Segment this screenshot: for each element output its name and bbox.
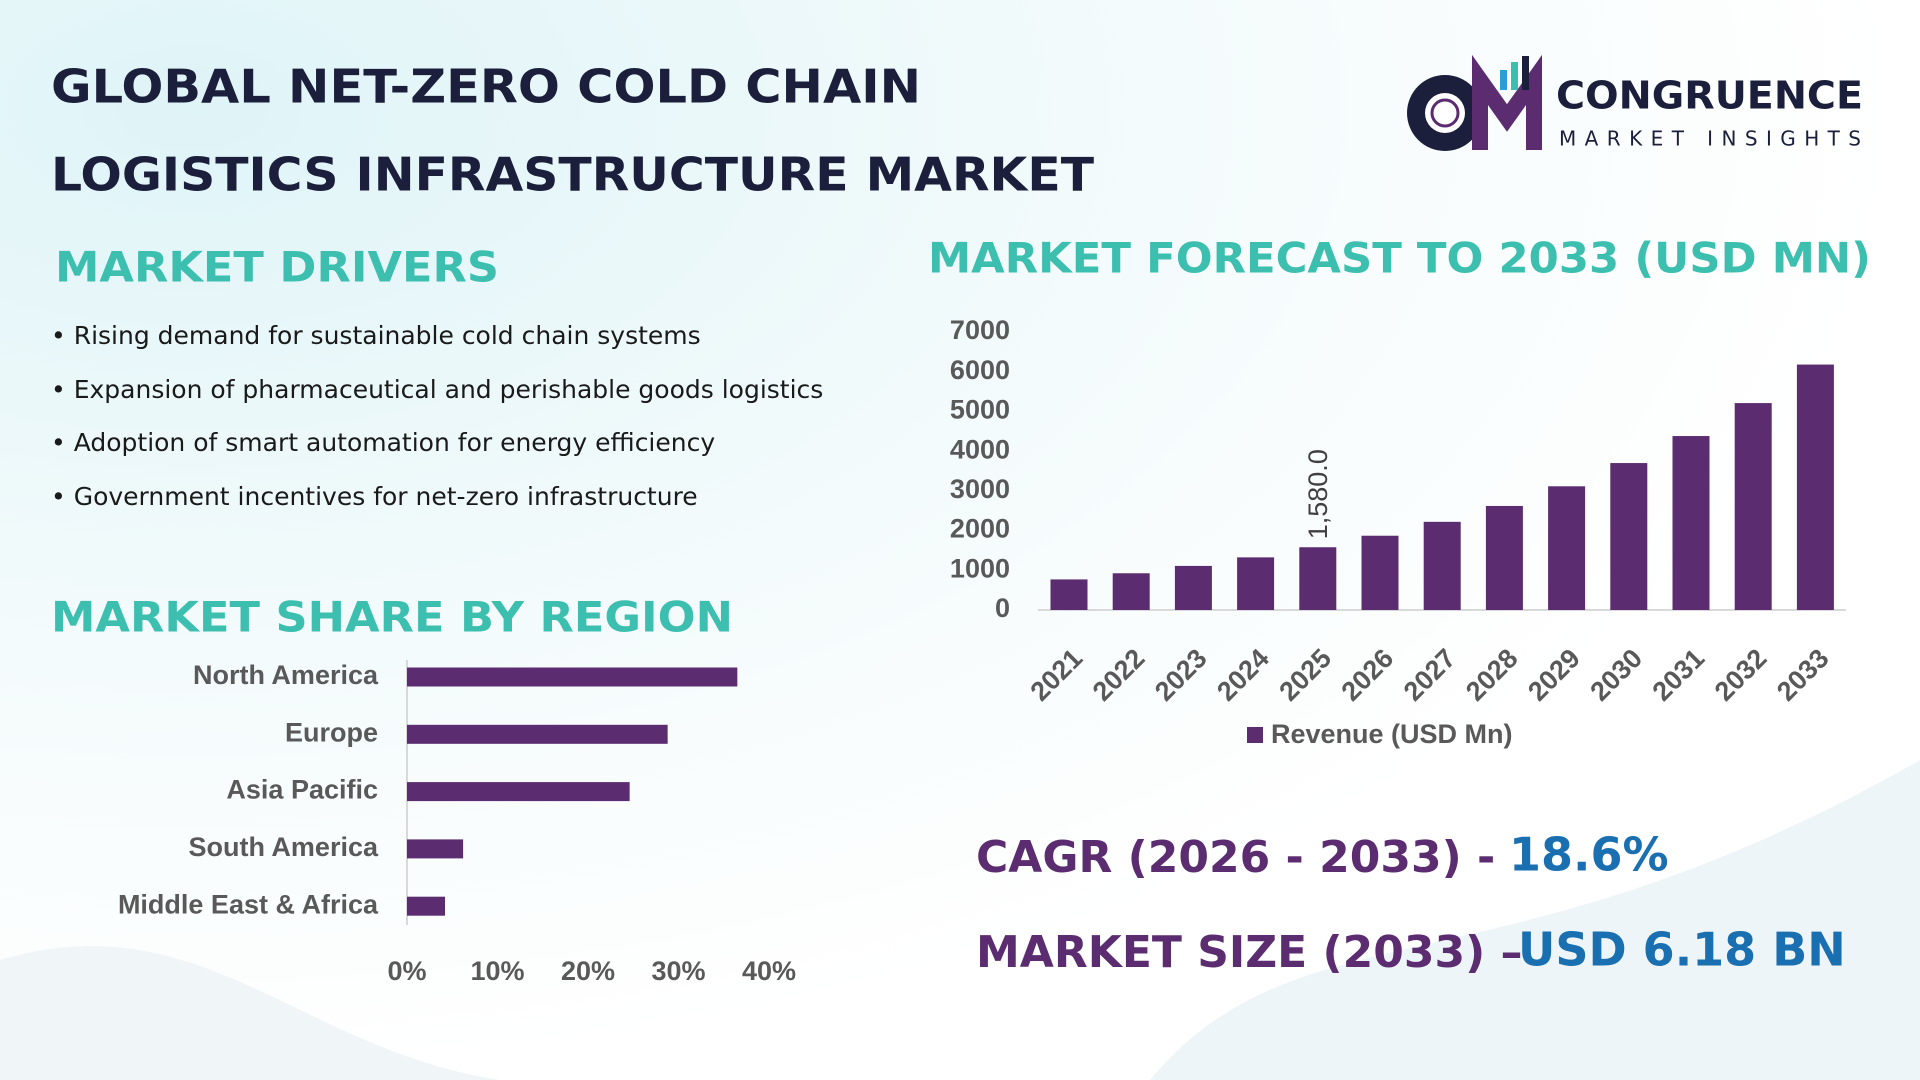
x-tick-label: 2024 [1211, 643, 1275, 707]
bg-wave [1150, 760, 1920, 1080]
x-tick-label: 2032 [1709, 643, 1773, 707]
logo-tagline: MARKET INSIGHTS [1559, 127, 1861, 151]
drivers-list: • Rising demand for sustainable cold cha… [51, 309, 904, 523]
bar [407, 839, 464, 859]
logo-globe [1430, 98, 1460, 128]
section-title: MARKET SHARE BY REGION [51, 593, 733, 642]
y-tick-label: 1000 [950, 553, 1010, 583]
section-title: MARKET DRIVERS [55, 243, 499, 292]
bar [1485, 505, 1523, 610]
category-label: South America [188, 832, 379, 862]
x-tick-label: 2028 [1460, 643, 1524, 707]
y-tick-label: 4000 [950, 434, 1010, 464]
logo-bar [1522, 56, 1529, 90]
driver-item: • Rising demand for sustainable cold cha… [51, 321, 701, 350]
logo: CONGRUENCE MARKET INSIGHTS [1407, 54, 1863, 151]
bar [1734, 403, 1772, 610]
y-tick-label: 5000 [950, 395, 1010, 425]
logo-bar [1500, 70, 1507, 90]
driver-item: • Adoption of smart automation for energ… [51, 428, 716, 457]
title-line: LOGISTICS INFRASTRUCTURE MARKET [51, 148, 1095, 202]
bar [407, 667, 738, 687]
bar [1050, 579, 1088, 610]
bar [407, 896, 446, 916]
stat-label: CAGR (2026 - 2033) - [976, 832, 1495, 883]
bar [1610, 463, 1648, 610]
bar [407, 724, 668, 744]
y-tick-label: 0 [995, 593, 1010, 623]
x-tick-label: 2030 [1584, 643, 1648, 707]
bar [1237, 557, 1275, 610]
x-tick-label: 0% [387, 956, 426, 986]
bg-wave [0, 945, 500, 1080]
x-tick-label: 30% [651, 956, 705, 986]
y-tick-label: 6000 [950, 355, 1010, 385]
x-tick-label: 40% [742, 956, 796, 986]
x-tick-label: 2033 [1771, 643, 1835, 707]
stat-label: MARKET SIZE (2033) – [976, 927, 1523, 978]
legend-swatch [1247, 727, 1263, 743]
y-tick-label: 7000 [950, 315, 1010, 345]
bar [407, 782, 630, 802]
logo-bar [1511, 62, 1518, 90]
y-tick-label: 2000 [950, 514, 1010, 544]
x-tick-label: 2025 [1273, 643, 1337, 707]
legend-label: Revenue (USD Mn) [1271, 719, 1513, 749]
driver-item: • Government incentives for net-zero inf… [51, 481, 698, 511]
driver-item: • Expansion of pharmaceutical and perish… [51, 374, 824, 404]
stat-value: 18.6% [1509, 828, 1669, 882]
value-label: 1,580.0 [1303, 449, 1333, 539]
bar [1361, 535, 1399, 610]
title-line: GLOBAL NET-ZERO COLD CHAIN [51, 60, 921, 114]
bar [1299, 547, 1337, 610]
stat-value: USD 6.18 BN [1518, 923, 1846, 977]
x-tick-label: 2022 [1087, 643, 1151, 707]
category-label: Asia Pacific [226, 775, 378, 805]
x-tick-label: 2023 [1149, 643, 1213, 707]
y-tick-label: 3000 [950, 474, 1010, 504]
logo-m [1472, 54, 1542, 150]
bar [1112, 573, 1150, 610]
x-tick-label: 20% [561, 956, 615, 986]
x-tick-label: 2026 [1336, 643, 1400, 707]
x-tick-label: 2027 [1398, 643, 1462, 707]
x-tick-label: 10% [470, 956, 524, 986]
x-tick-label: 2029 [1522, 643, 1586, 707]
bar [1672, 436, 1710, 610]
bar [1796, 364, 1834, 610]
bar [1174, 565, 1212, 610]
bar [1423, 521, 1461, 610]
x-tick-label: 2031 [1647, 643, 1711, 707]
x-tick-label: 2021 [1025, 643, 1089, 707]
category-label: North America [193, 660, 379, 690]
chart-title: MARKET FORECAST TO 2033 (USD MN) [928, 234, 1871, 283]
bar [1548, 486, 1586, 610]
category-label: Europe [285, 717, 378, 747]
category-label: Middle East & Africa [118, 889, 379, 919]
logo-name: CONGRUENCE [1556, 74, 1863, 118]
